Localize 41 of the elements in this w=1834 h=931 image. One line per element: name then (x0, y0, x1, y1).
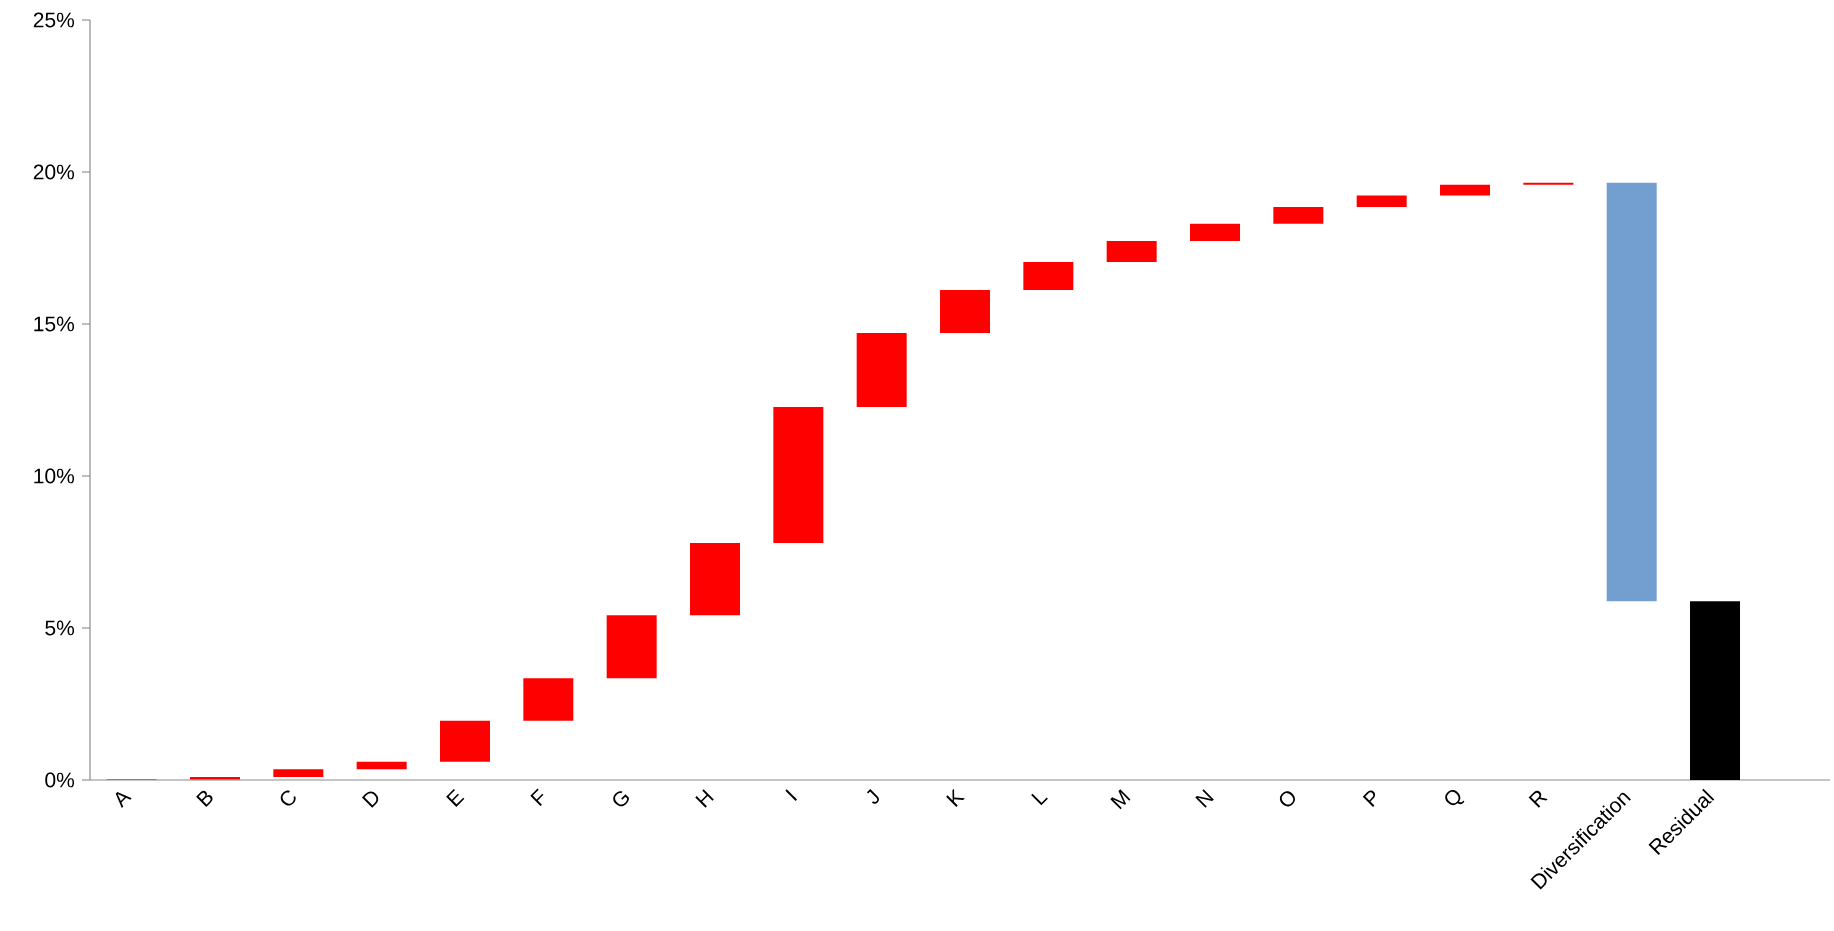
bar (356, 761, 407, 770)
x-tick-label: B (196, 790, 213, 807)
x-tick-label: N (1195, 789, 1214, 808)
x-tick-label: K (946, 788, 965, 807)
bar (1523, 182, 1574, 185)
y-tick-label: 25% (33, 12, 75, 28)
x-tick-label: M (1110, 789, 1131, 810)
x-tick-label: L (1031, 793, 1048, 806)
bar (440, 720, 490, 762)
x-tick-label: A (115, 792, 132, 809)
bar (523, 678, 574, 721)
x-tick-label: P (1362, 790, 1376, 807)
x-tick-label: D (361, 791, 379, 808)
x-tick-label: O (1279, 791, 1295, 807)
bar (1606, 182, 1657, 602)
bar (1356, 195, 1407, 207)
x-tick-label: J (866, 789, 879, 804)
x-tick-label: E (446, 788, 465, 807)
bar (1440, 184, 1491, 196)
bar (1106, 241, 1157, 262)
bar (690, 542, 741, 616)
bar (1690, 601, 1741, 780)
x-tick-label: Q (1445, 789, 1465, 806)
bar (856, 333, 907, 407)
y-tick-label: 15% (34, 316, 75, 332)
bar (940, 289, 991, 334)
bar (773, 406, 824, 543)
x-tick-label: H (695, 789, 714, 808)
bar (1023, 261, 1074, 290)
bar (606, 615, 657, 679)
bar (1190, 223, 1241, 241)
x-tick-label: G (613, 791, 629, 807)
y-tick-label: 10% (34, 468, 75, 484)
x-tick-label: I (785, 789, 797, 801)
y-tick-label: 20% (33, 164, 75, 180)
bar (273, 769, 324, 777)
y-tick-label: 0% (45, 772, 75, 788)
x-tick-label: F (530, 788, 544, 807)
bar (1273, 206, 1324, 224)
y-tick-label: 5% (45, 620, 75, 636)
x-tick-label: C (280, 790, 296, 806)
